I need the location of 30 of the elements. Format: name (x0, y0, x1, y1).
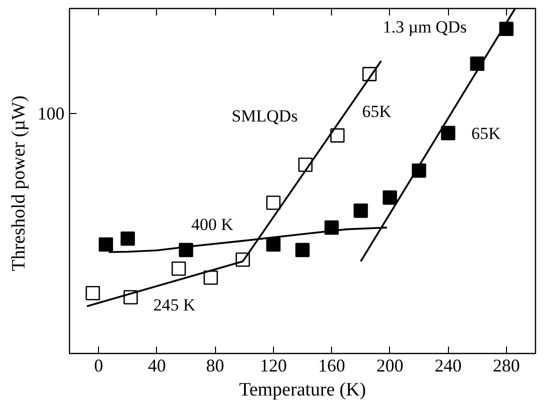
point (266, 196, 281, 210)
annotation: 65K (471, 124, 502, 144)
x-tick-label: 200 (376, 356, 404, 376)
point (266, 237, 281, 252)
point (120, 231, 135, 246)
point (354, 204, 368, 218)
point (295, 242, 310, 258)
x-tick-label: 40 (148, 356, 166, 376)
x-tick-label: 240 (434, 356, 462, 376)
x-tick-label: 280 (492, 356, 520, 376)
annotation: SMLQDs (232, 106, 298, 126)
point (330, 128, 345, 143)
annotation: 1.3 µm QDs (382, 18, 467, 37)
text: 100 (38, 103, 64, 124)
x-tick-label: 120 (260, 356, 287, 376)
annotation: 65K (362, 102, 392, 122)
point (86, 286, 100, 300)
point (470, 56, 484, 71)
annotation: 400 K (191, 214, 234, 234)
point (172, 261, 186, 276)
x-tick-label: 80 (206, 356, 224, 376)
x-tick-label: 0 (94, 356, 104, 376)
x-tick-label: 160 (318, 356, 346, 376)
point (204, 270, 218, 285)
point (440, 126, 456, 140)
point (98, 237, 114, 252)
annotation: 245 K (153, 295, 196, 314)
y-axis-title: Threshold power (µW) (8, 96, 30, 272)
x-axis-title: Temperature (K) (239, 380, 366, 400)
point (382, 190, 398, 205)
